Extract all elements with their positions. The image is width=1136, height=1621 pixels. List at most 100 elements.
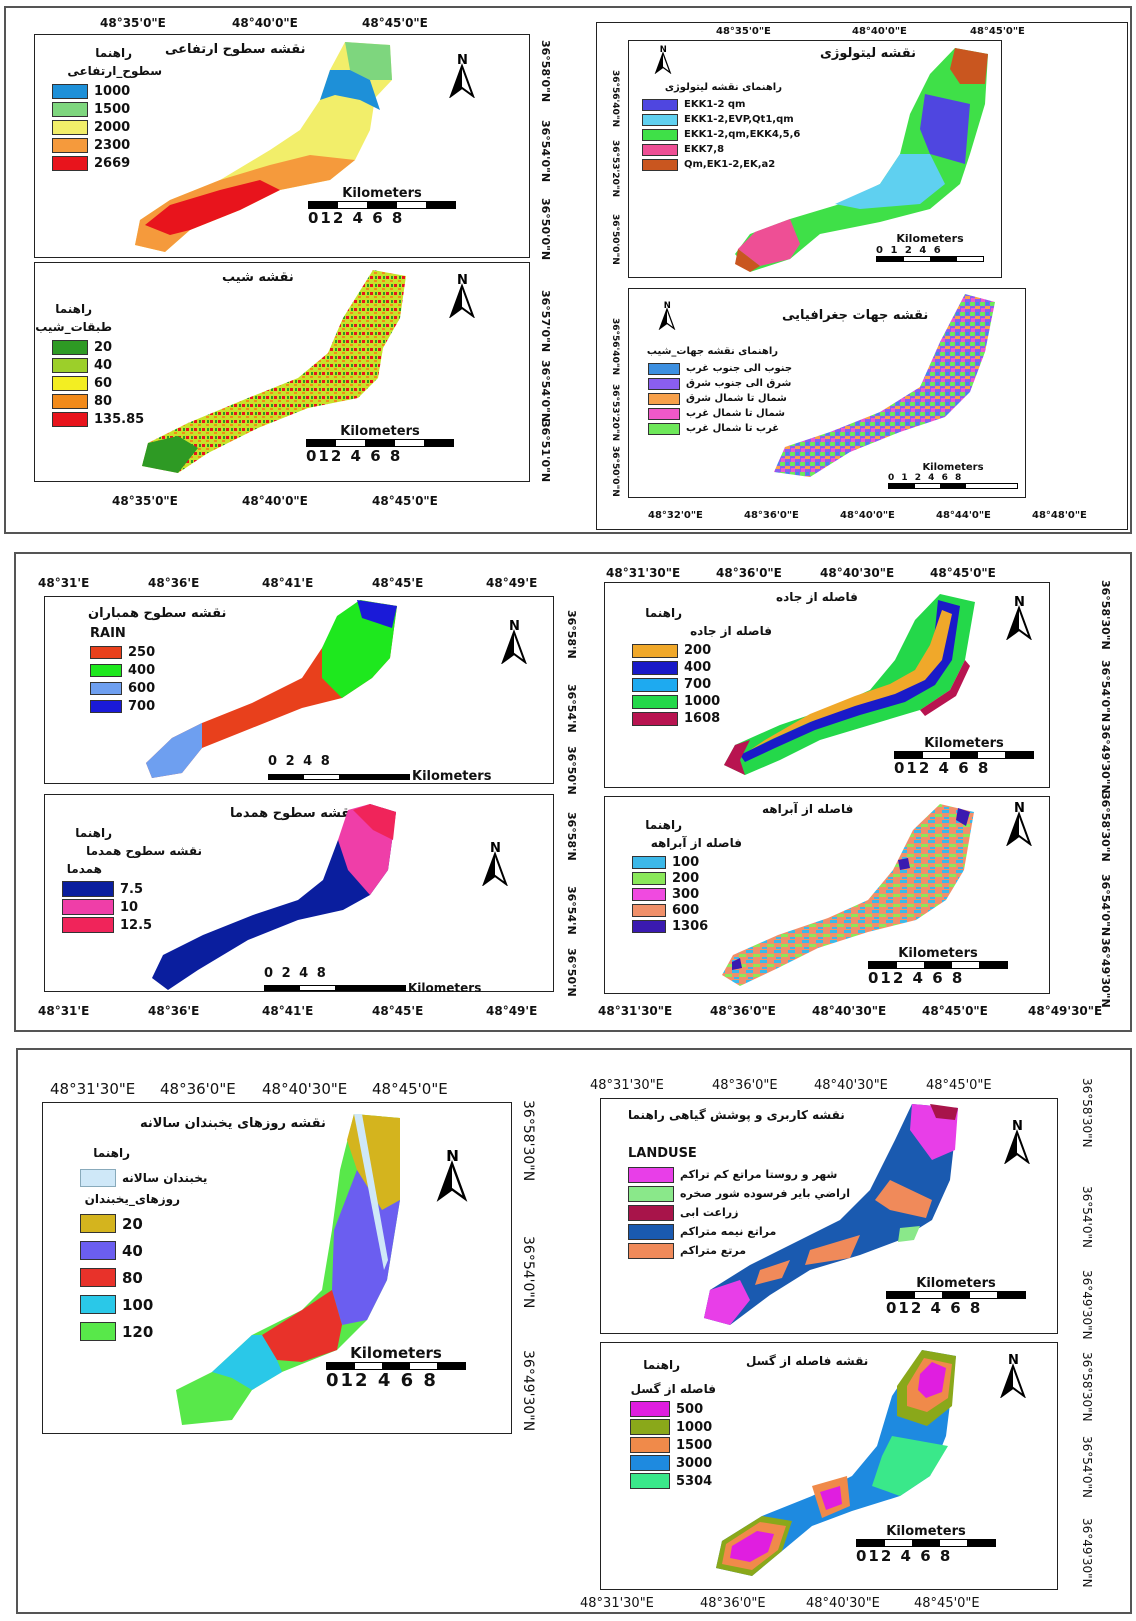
scale-numbers: 0 2 4 8: [268, 754, 332, 769]
axis-right-label: 36°54'N: [565, 684, 578, 733]
temp-map-title: نقشه سطوح همدما: [230, 806, 356, 821]
legend-label: 20: [94, 339, 113, 355]
legend-label: 60: [94, 375, 113, 391]
legend-swatch: [90, 663, 122, 677]
legend-label: EKK1-2 qm: [684, 99, 746, 110]
stream-scale-bar: Kilometers 012 4 6 8: [868, 946, 1008, 987]
axis-top-label: 48°36'0"E: [716, 566, 782, 580]
north-arrow-icon: N: [482, 841, 508, 886]
legend-field: نقشه سطوح همدما: [86, 844, 202, 858]
svg-text:N: N: [1014, 801, 1025, 816]
legend-swatch: [630, 1401, 670, 1417]
north-arrow-icon: N: [449, 273, 475, 318]
legend-swatch: [632, 871, 666, 885]
axis-right-label: 36°50'N: [565, 746, 578, 795]
legend-label: EKK1-2,EVP,Qt1,qm: [684, 114, 794, 125]
axis-right-label: 36°57'0"N: [539, 290, 552, 353]
axis-right-label: 36°58'N: [565, 812, 578, 861]
axis-bottom-label: 48°36'0"E: [700, 1596, 766, 1611]
legend-swatch: [80, 1268, 116, 1287]
elevation-map-title: نقشه سطوح ارتفاعی: [165, 42, 306, 57]
axis-left-label: 36°53'20"N: [610, 140, 620, 198]
slope-scale-bar: Kilometers 012 4 6 8: [306, 424, 454, 465]
fault-legend: راهنما فاصله از گسل 500 1000 1500 3000 5…: [630, 1358, 716, 1490]
map-zone: [920, 94, 970, 164]
legend-swatch: [632, 643, 678, 658]
legend-swatch: [632, 711, 678, 726]
axis-right-label: 36°54'0"N: [1099, 660, 1112, 723]
temp-scale-bar: 0 2 4 8 Kilometers: [264, 966, 544, 995]
legend-label: 1000: [676, 1419, 713, 1435]
axis-top-label: 48°49'E: [486, 576, 538, 590]
axis-top-label: 48°31'E: [38, 576, 90, 590]
axis-bottom-label: 48°45'0"E: [372, 494, 438, 508]
legend-label: 80: [122, 1268, 143, 1287]
legend-swatch: [80, 1322, 116, 1341]
map-zone: [176, 1114, 400, 1425]
legend-swatch: [648, 362, 680, 375]
legend-swatch: [642, 98, 678, 111]
map-zone: [950, 48, 988, 84]
scale-unit: Kilometers: [408, 981, 482, 995]
fault-map: [716, 1350, 956, 1576]
scale-numbers: 0 1 2 4 6 8: [888, 473, 964, 483]
scale-unit: Kilometers: [886, 1524, 966, 1539]
legend-field: فاصله از گسل: [630, 1382, 716, 1396]
scale-numbers: 012 4 6 8: [326, 1370, 438, 1391]
map-zone: [738, 219, 800, 266]
legend-label: شهر و روستا مراتع کم تراکم: [680, 1168, 838, 1181]
axis-right-label: 36°58'30"N: [1080, 1352, 1094, 1422]
axis-right-label: 36°58'N: [565, 610, 578, 659]
map-zone: [345, 42, 392, 80]
legend-swatch: [90, 681, 122, 695]
landuse-legend: LANDUSE شهر و روستا مراتع کم تراکم اراضي…: [628, 1146, 850, 1260]
legend-swatch: [628, 1242, 674, 1259]
map-zone: [353, 804, 396, 840]
legend-swatch: [52, 137, 88, 153]
legend-swatch: [628, 1204, 674, 1221]
aspect-legend: راهنمای نقشه جهات_شیب جنوب الی جنوب غرب …: [647, 346, 792, 436]
legend-label: 5304: [676, 1473, 713, 1489]
axis-bottom-label: 48°41'E: [262, 1004, 314, 1018]
legend-swatch: [52, 339, 88, 355]
axis-top-label: 48°36'0"E: [712, 1078, 778, 1093]
axis-right-label: 36°50'0"N: [539, 198, 552, 261]
axis-right-label: 36°51'0"N: [539, 420, 552, 483]
legend-label: 500: [676, 1401, 704, 1417]
temp-legend: راهنما نقشه سطوح همدما همدما 7.5 10 12.5: [62, 826, 202, 934]
scale-unit: Kilometers: [340, 424, 420, 439]
legend-label: 80: [94, 393, 113, 409]
legend-swatch: [52, 119, 88, 135]
scale-unit: Kilometers: [898, 946, 978, 961]
legend-swatch: [632, 694, 678, 709]
legend-swatch: [628, 1185, 674, 1202]
north-arrow-icon: N: [436, 1147, 468, 1202]
svg-text:N: N: [457, 273, 468, 288]
map-zone: [956, 808, 970, 826]
legend-guide: راهنما: [75, 826, 112, 840]
axis-bottom-label: 48°36'0"E: [744, 510, 799, 521]
north-arrow-icon: N: [658, 300, 676, 330]
scale-numbers: 012 4 6 8: [868, 969, 965, 987]
legend-swatch: [632, 887, 666, 901]
scale-numbers: 0 2 4 8: [264, 966, 328, 981]
svg-text:N: N: [509, 619, 520, 634]
legend-label: 1000: [684, 694, 721, 709]
legend-swatch: [632, 660, 678, 675]
svg-text:N: N: [457, 53, 468, 68]
axis-bottom-label: 48°40'30"E: [806, 1596, 880, 1611]
axis-bottom-label: 48°31'E: [38, 1004, 90, 1018]
axis-right-label: 36°49'30"N: [1080, 1518, 1094, 1588]
legend-label: زراعت ابی: [680, 1206, 739, 1219]
legend-field: روزهای_یخبندان: [84, 1192, 180, 1206]
legend-swatch: [90, 699, 122, 713]
legend-guide: راهنما: [95, 46, 132, 60]
north-arrow-icon: N: [449, 53, 475, 98]
map-zone: [918, 1362, 946, 1398]
axis-right-label: 36°54'0"N: [1080, 1186, 1094, 1248]
axis-bottom-label: 48°36'0"E: [710, 1004, 776, 1018]
map-zone: [332, 1170, 400, 1325]
axis-left-label: 36°50'0"N: [610, 446, 620, 497]
rain-map-title: نقشه سطوح همباران: [88, 606, 227, 621]
legend-label: 20: [122, 1214, 143, 1233]
